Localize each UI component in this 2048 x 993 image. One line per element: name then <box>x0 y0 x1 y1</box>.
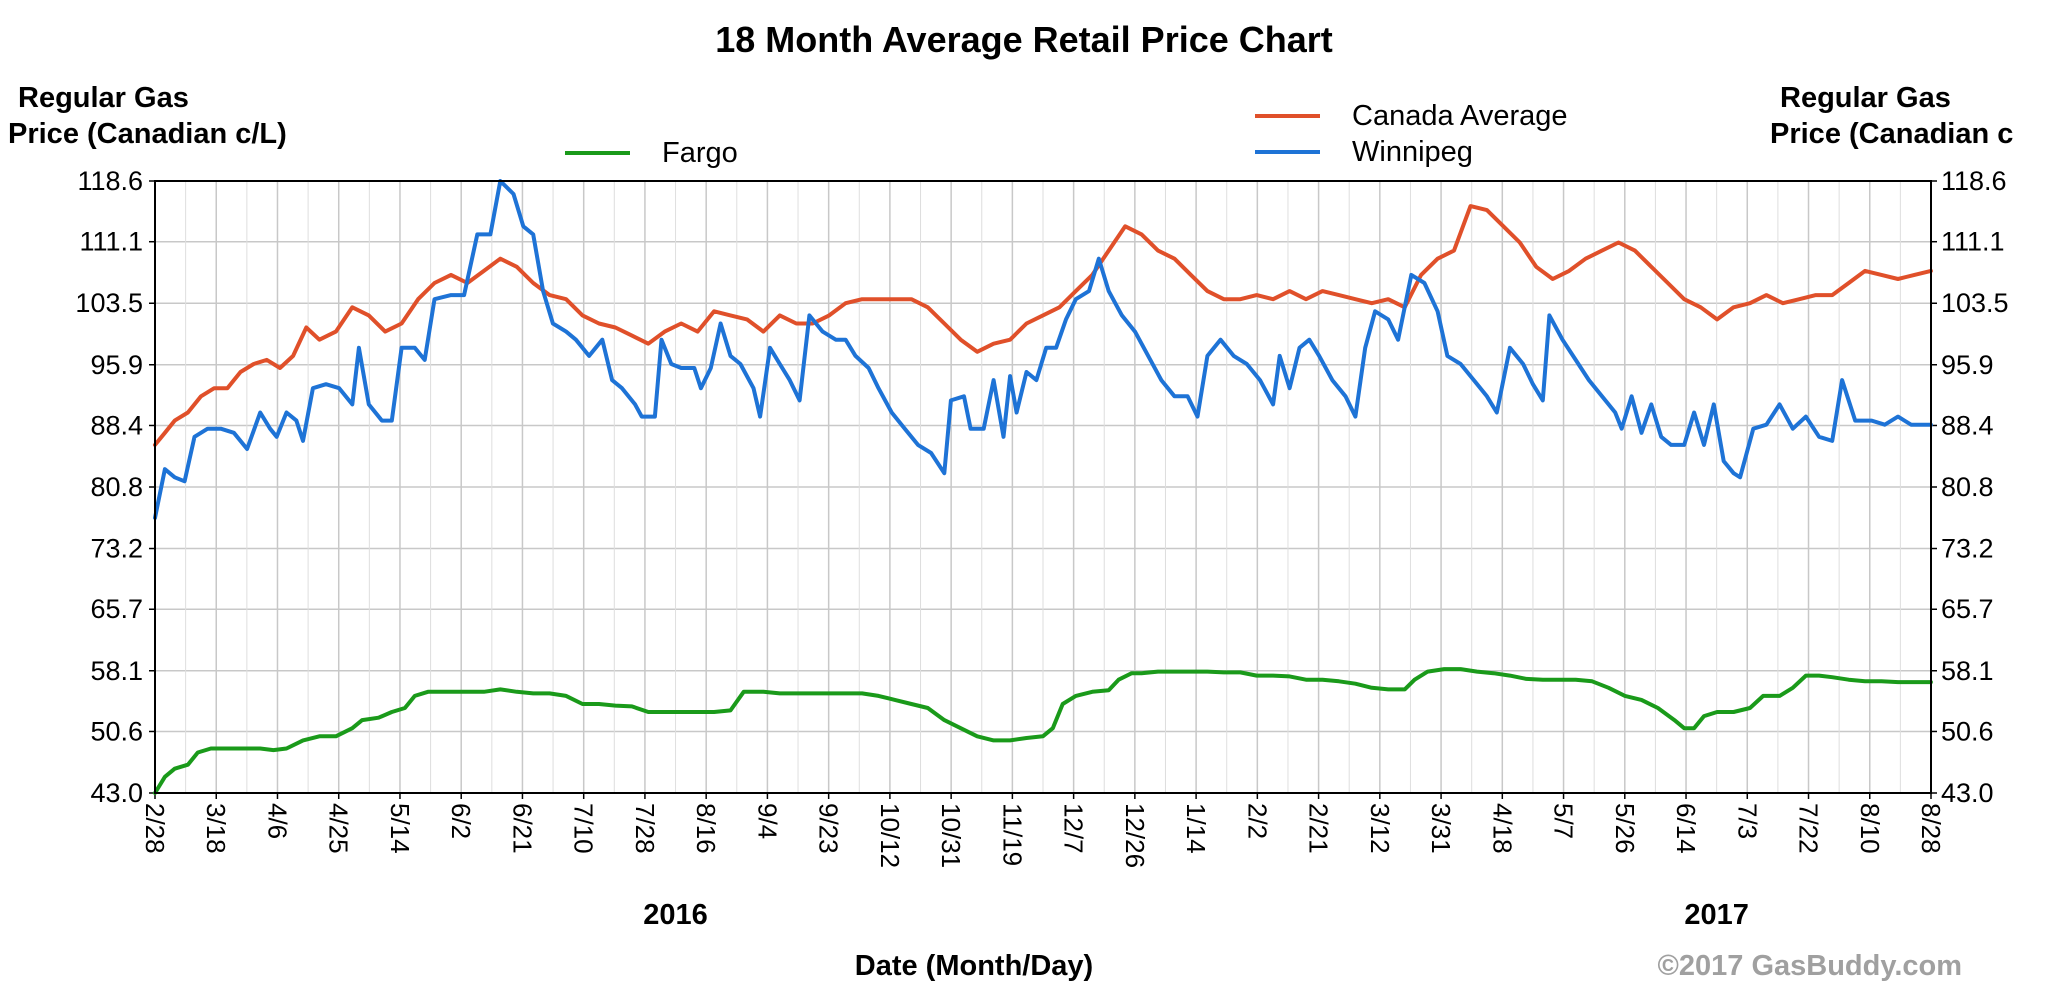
y-axis-right: 43.0 50.6 58.1 65.7 73.2 80.8 88.4 95.9 103.5 111… <box>1931 166 2009 808</box>
y-tick-label-left: 88.4 <box>90 410 143 440</box>
x-tick-label: 5/26 <box>1610 803 1640 854</box>
y-tick-label-left: 65.7 <box>90 594 143 624</box>
x-axis: 2/28 3/18 4/6 4/25 5/14 6/2 6/21 7/10 7/28 8/16 9/… <box>140 793 1946 868</box>
x-tick-label: 3/31 <box>1426 803 1456 854</box>
series-line-canada-average <box>153 204 1933 447</box>
left-axis-title-line2: Price (Canadian c/L) <box>8 118 287 150</box>
y-tick-label-left: 111.1 <box>79 227 143 257</box>
y-tick-label-right: 65.7 <box>1941 594 1994 624</box>
x-tick-label: 6/2 <box>446 803 476 839</box>
x-tick-label: 5/14 <box>385 803 415 854</box>
y-tick-label-right: 50.6 <box>1941 716 1994 746</box>
series-group <box>153 179 1933 795</box>
x-tick-label: 8/16 <box>691 803 721 854</box>
x-tick-label: 7/10 <box>569 803 599 854</box>
y-tick-label-left: 58.1 <box>90 656 143 686</box>
x-tick-label: 5/7 <box>1549 803 1579 839</box>
x-tick-label: 6/21 <box>507 803 537 854</box>
x-tick-label: 9/23 <box>814 803 844 854</box>
gridlines <box>154 180 1932 794</box>
x-tick-label: 10/12 <box>875 803 905 868</box>
x-tick-label: 4/6 <box>262 803 292 839</box>
x-tick-label: 8/10 <box>1855 803 1885 854</box>
x-tick-label: 8/28 <box>1916 803 1946 854</box>
x-tick-label: 2/21 <box>1304 803 1334 854</box>
y-tick-label-right: 95.9 <box>1941 350 1994 380</box>
y-tick-label-left: 80.8 <box>90 472 143 502</box>
y-tick-label-right: 58.1 <box>1941 656 1994 686</box>
year-labels: 2016 2017 <box>643 899 1749 931</box>
y-tick-label-left: 43.0 <box>90 778 143 808</box>
x-tick-label: 7/28 <box>630 803 660 854</box>
chart-title: 18 Month Average Retail Price Chart <box>715 19 1333 60</box>
y-tick-label-right: 111.1 <box>1941 227 2005 257</box>
series-line-winnipeg <box>153 179 1933 520</box>
x-tick-label: 7/3 <box>1732 803 1762 839</box>
right-axis-title-line1: Regular Gas <box>1780 82 1951 114</box>
x-tick-label: 6/14 <box>1671 803 1701 854</box>
x-tick-label: 3/18 <box>201 803 231 854</box>
x-tick-label: 10/31 <box>936 803 966 868</box>
y-tick-label-right: 73.2 <box>1941 534 1994 564</box>
plot-frame <box>154 180 1932 794</box>
legend-winnipeg-label: Winnipeg <box>1352 136 1473 168</box>
y-axis-left: 43.0 50.6 58.1 65.7 73.2 80.8 88.4 95.9 103.5 111… <box>75 166 155 808</box>
y-tick-label-left: 50.6 <box>90 716 143 746</box>
y-tick-label-left: 95.9 <box>90 350 143 380</box>
y-tick-label-right: 80.8 <box>1941 472 1994 502</box>
legend-canada-average-label: Canada Average <box>1352 100 1568 132</box>
y-tick-label-left: 103.5 <box>75 288 143 318</box>
left-axis-title-line1: Regular Gas <box>18 82 189 114</box>
y-tick-label-left: 73.2 <box>90 534 143 564</box>
x-tick-label: 1/14 <box>1181 803 1211 854</box>
x-tick-label: 4/25 <box>324 803 354 854</box>
x-tick-label: 2/28 <box>140 803 170 854</box>
y-tick-label-right: 43.0 <box>1941 778 1994 808</box>
right-axis-title-line2: Price (Canadian c <box>1770 118 2013 150</box>
x-tick-label: 9/4 <box>752 803 782 839</box>
copyright-text: ©2017 GasBuddy.com <box>1658 950 1963 982</box>
y-tick-label-left: 118.6 <box>77 166 143 196</box>
y-tick-label-right: 118.6 <box>1941 166 2007 196</box>
x-tick-label: 3/12 <box>1365 803 1395 854</box>
x-tick-label: 11/19 <box>997 803 1027 866</box>
legend: Fargo Canada Average Winnipeg <box>565 100 1568 169</box>
x-tick-label: 4/18 <box>1487 803 1517 854</box>
x-tick-label: 7/22 <box>1794 803 1824 854</box>
x-tick-label: 2/2 <box>1242 803 1272 839</box>
x-axis-title: Date (Month/Day) <box>855 950 1093 982</box>
legend-fargo-label: Fargo <box>662 137 738 169</box>
x-tick-label: 12/26 <box>1120 803 1150 868</box>
year-label: 2017 <box>1684 899 1749 931</box>
y-tick-label-right: 88.4 <box>1941 410 1994 440</box>
x-tick-label: 12/7 <box>1059 803 1089 854</box>
y-tick-label-right: 103.5 <box>1941 288 2009 318</box>
series-line-fargo <box>153 667 1933 795</box>
year-label: 2016 <box>643 899 708 931</box>
